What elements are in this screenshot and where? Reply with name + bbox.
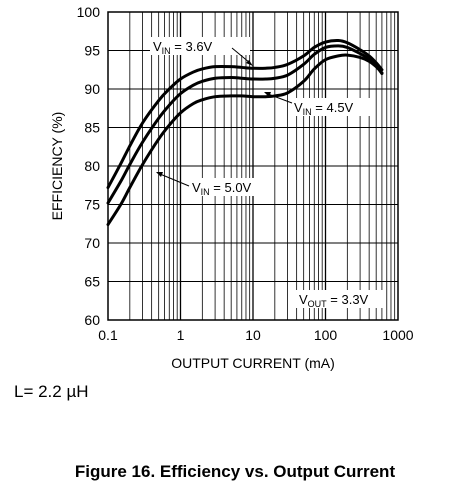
svg-text:VOUT = 3.3V: VOUT = 3.3V	[299, 292, 369, 309]
vout-annotation: VOUT = 3.3V	[296, 290, 386, 309]
y-tick-label: 80	[84, 158, 100, 174]
series-label-vin-4v5: VIN = 4.5V	[264, 92, 372, 117]
svg-text:VIN = 3.6V: VIN = 3.6V	[153, 39, 213, 56]
y-tick-label: 60	[84, 312, 100, 328]
y-tick-label: 90	[84, 81, 100, 97]
series-line-vin-3v6	[106, 38, 384, 190]
chart-series	[106, 38, 384, 227]
y-tick-label: 75	[84, 197, 100, 213]
x-tick-label: 10	[245, 327, 261, 343]
series-line-vin-5v0	[106, 53, 384, 227]
x-tick-label: 0.1	[98, 327, 118, 343]
plot-frame	[107, 11, 399, 321]
y-axis-title: EFFICIENCY (%)	[49, 112, 65, 221]
x-tick-label: 1	[177, 327, 185, 343]
x-axis-title: OUTPUT CURRENT (mA)	[171, 355, 335, 371]
x-tick-label: 1000	[382, 327, 413, 343]
series-label-vin-3v6: VIN = 3.6V	[150, 37, 253, 66]
series-label-vin-5v0: VIN = 5.0V	[156, 172, 270, 197]
y-tick-label: 85	[84, 120, 100, 136]
series-line-vin-4v5	[106, 44, 384, 205]
y-tick-label: 95	[84, 43, 100, 59]
y-tick-label: 100	[77, 4, 101, 20]
inductor-note: L= 2.2 µH	[14, 382, 89, 401]
figure-caption: Figure 16. Efficiency vs. Output Current	[74, 462, 396, 481]
svg-text:VIN = 5.0V: VIN = 5.0V	[192, 180, 252, 197]
svg-text:VIN = 4.5V: VIN = 4.5V	[294, 100, 354, 117]
y-tick-labels: 60 65 70 75 80 85 90 95 100	[77, 4, 101, 328]
y-tick-label: 65	[84, 274, 100, 290]
x-tick-labels: 0.1 1 10 100 1000	[98, 327, 414, 343]
y-tick-label: 70	[84, 235, 100, 251]
chart-grid	[108, 11, 398, 321]
efficiency-chart: 0.1 1 10 100 1000 60 65 70 75 80 85 90 95 100 OUTPUT…	[49, 4, 414, 371]
x-tick-label: 100	[314, 327, 338, 343]
